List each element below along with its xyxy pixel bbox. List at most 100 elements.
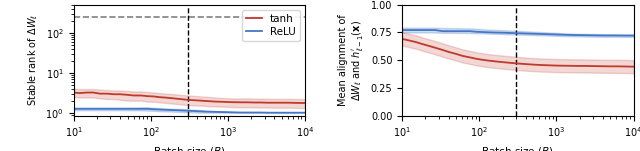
tanh: [301, 102, 309, 104]
tanh: [607, 65, 614, 67]
ReLU: [479, 31, 486, 33]
tanh: [230, 101, 238, 103]
ReLU: [90, 108, 97, 110]
tanh: [519, 63, 527, 65]
tanh: [612, 65, 620, 67]
ReLU: [301, 112, 309, 114]
ReLU: [452, 30, 460, 32]
tanh: [292, 102, 300, 104]
tanh: [244, 101, 252, 103]
tanh: [163, 97, 170, 99]
tanh: [412, 41, 420, 43]
ReLU: [184, 110, 191, 112]
ReLU: [224, 111, 232, 113]
tanh: [250, 102, 258, 103]
ReLU: [271, 112, 278, 114]
ReLU: [552, 34, 560, 35]
tanh: [103, 93, 111, 95]
ReLU: [156, 109, 163, 110]
tanh: [418, 43, 426, 45]
tanh: [472, 58, 479, 60]
tanh: [284, 102, 292, 104]
ReLU: [257, 112, 265, 113]
tanh: [526, 63, 534, 65]
tanh: [143, 95, 151, 97]
ReLU: [431, 29, 439, 31]
ReLU: [532, 33, 540, 35]
ReLU: [546, 33, 554, 35]
ReLU: [116, 108, 124, 110]
X-axis label: Batch size ($B$): Batch size ($B$): [153, 145, 226, 151]
Line: ReLU: ReLU: [74, 109, 305, 113]
tanh: [593, 65, 600, 67]
tanh: [96, 93, 104, 95]
ReLU: [418, 29, 426, 31]
ReLU: [438, 30, 446, 32]
tanh: [586, 65, 593, 67]
tanh: [431, 47, 439, 49]
tanh: [130, 95, 138, 96]
tanh: [177, 98, 185, 100]
ReLU: [250, 112, 258, 113]
ReLU: [130, 108, 138, 110]
tanh: [499, 61, 506, 63]
X-axis label: Batch size ($B$): Batch size ($B$): [481, 145, 554, 151]
tanh: [184, 99, 191, 101]
ReLU: [109, 108, 117, 110]
tanh: [398, 38, 406, 40]
ReLU: [445, 30, 452, 32]
tanh: [124, 94, 131, 96]
tanh: [156, 96, 163, 98]
tanh: [197, 100, 205, 102]
tanh: [271, 102, 278, 104]
tanh: [445, 51, 452, 53]
tanh: [137, 95, 145, 96]
ReLU: [425, 29, 433, 31]
tanh: [204, 100, 212, 102]
tanh: [599, 65, 607, 67]
ReLU: [412, 29, 420, 31]
ReLU: [492, 32, 499, 33]
tanh: [109, 93, 117, 95]
Y-axis label: Mean alignment of
$\Delta W_\ell$ and $h^{\prime}_{\ell-1}(\mathbf{x})$: Mean alignment of $\Delta W_\ell$ and $h…: [339, 14, 365, 106]
tanh: [620, 66, 628, 67]
tanh: [224, 101, 232, 103]
ReLU: [398, 29, 406, 31]
ReLU: [526, 33, 534, 35]
ReLU: [191, 110, 198, 112]
ReLU: [466, 30, 474, 32]
ReLU: [540, 33, 547, 35]
tanh: [552, 65, 560, 66]
ReLU: [230, 111, 238, 113]
ReLU: [284, 112, 292, 114]
tanh: [116, 93, 124, 95]
tanh: [559, 65, 566, 67]
tanh: [90, 92, 97, 93]
tanh: [237, 101, 245, 103]
Y-axis label: Stable rank of $\Delta W_\ell$: Stable rank of $\Delta W_\ell$: [26, 14, 40, 106]
ReLU: [96, 108, 104, 110]
ReLU: [278, 112, 285, 114]
ReLU: [170, 109, 178, 111]
ReLU: [197, 111, 205, 112]
ReLU: [244, 112, 252, 113]
ReLU: [83, 108, 91, 110]
tanh: [458, 55, 466, 57]
ReLU: [566, 34, 574, 36]
tanh: [466, 56, 474, 58]
ReLU: [599, 35, 607, 36]
tanh: [257, 102, 265, 103]
tanh: [264, 102, 272, 104]
tanh: [506, 62, 514, 64]
ReLU: [70, 108, 77, 110]
ReLU: [499, 32, 506, 34]
Line: tanh: tanh: [74, 93, 305, 103]
tanh: [452, 53, 460, 55]
tanh: [532, 64, 540, 66]
tanh: [211, 101, 219, 103]
ReLU: [218, 111, 225, 113]
tanh: [425, 45, 433, 47]
tanh: [479, 59, 486, 61]
tanh: [191, 99, 198, 101]
tanh: [512, 63, 520, 64]
